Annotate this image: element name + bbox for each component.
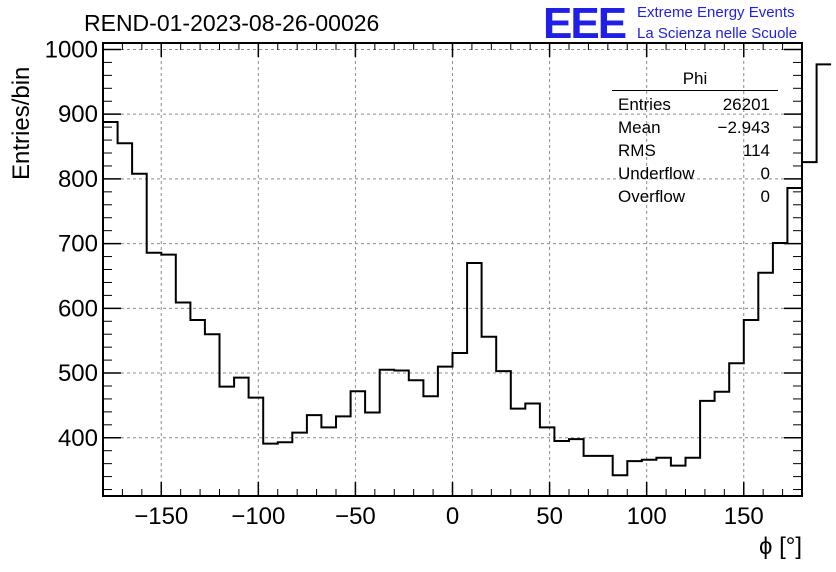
y-tick-label: 900 [58,101,98,128]
y-tick-label: 1000 [45,36,98,63]
stats-box: Phi Entries 26201 Mean −2.943 RMS 114 Un… [612,68,778,208]
x-axis-label: ϕ [°] [758,533,802,560]
axis-ticks [102,43,803,496]
logo-line-1: Extreme Energy Events [637,4,795,21]
x-tick-label: 100 [627,503,667,530]
stats-label: Entries [618,95,671,114]
stats-value: 26201 [722,95,770,114]
x-tick-label: −50 [335,503,376,530]
grid-lines [103,43,802,496]
stats-row-rms: RMS 114 [612,139,778,162]
x-tick-label: 0 [446,503,459,530]
x-tick-label: 150 [724,503,764,530]
x-tick-label: 50 [536,503,563,530]
stats-label: Underflow [618,164,695,183]
stats-title: Phi [612,68,778,91]
y-tick-label: 400 [58,425,98,452]
stats-label: RMS [618,141,656,160]
stats-row-entries: Entries 26201 [612,93,778,116]
stats-row-underflow: Underflow 0 [612,162,778,185]
x-tick-label: −150 [134,503,188,530]
stats-value: 0 [760,187,770,206]
stats-value: 0 [760,164,770,183]
tick-labels: −150 −100 −50 0 50 100 150 400 500 600 700 800 900 10… [45,36,764,530]
stats-value: 114 [742,141,770,160]
stats-label: Mean [618,118,661,137]
y-tick-label: 700 [58,231,98,258]
stats-label: Overflow [618,187,686,206]
chart-title: REND-01-2023-08-26-00026 [84,10,380,36]
y-tick-label: 600 [58,295,98,322]
histogram-line [103,63,832,477]
x-tick-label: −100 [231,503,285,530]
stats-value: −2.943 [717,118,770,137]
logo-line-2: La Scienza nelle Scuole [637,25,798,42]
y-tick-label: 800 [58,166,98,193]
y-axis-label: Entries/bin [8,66,35,180]
stats-row-mean: Mean −2.943 [612,116,778,139]
logo-mark: EEE [543,0,627,48]
y-tick-label: 500 [58,360,98,387]
stats-row-overflow: Overflow 0 [612,185,778,208]
